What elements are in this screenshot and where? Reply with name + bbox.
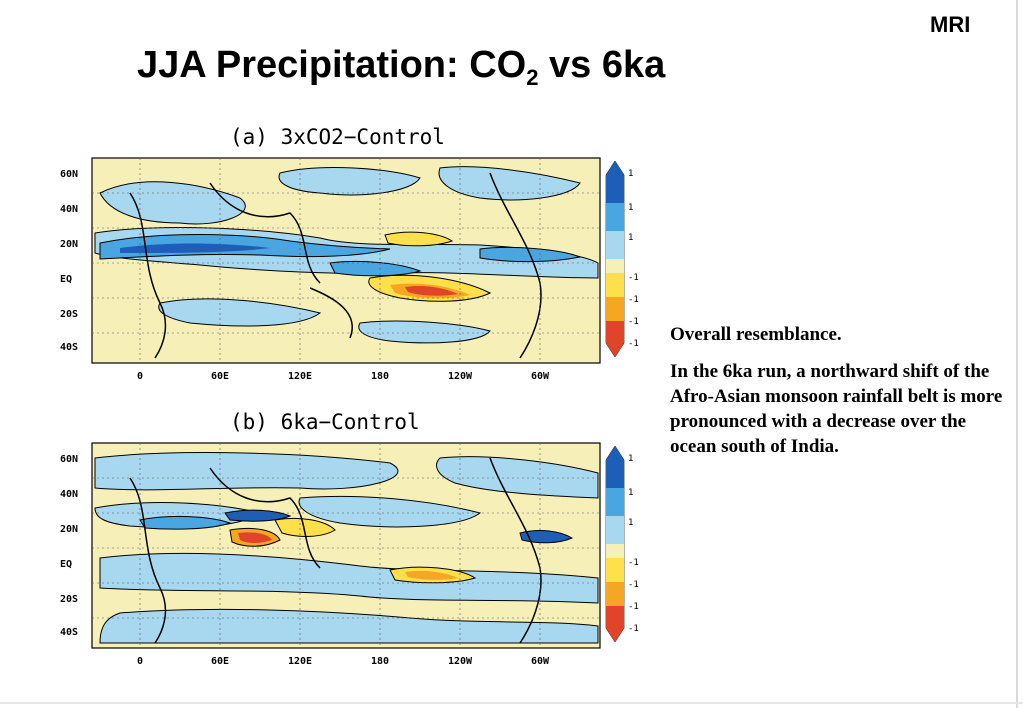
lat-label: 40S bbox=[60, 342, 79, 353]
precipitation-map-b bbox=[91, 442, 601, 649]
colorbar-a bbox=[605, 161, 625, 357]
title-subscript: 2 bbox=[526, 65, 539, 90]
lat-label: 60N bbox=[60, 454, 79, 465]
colorbar-tick: -1 bbox=[628, 580, 639, 590]
lon-label: 180 bbox=[370, 656, 390, 667]
lon-label: 180 bbox=[370, 371, 390, 382]
colorbar-tick: -1 bbox=[628, 558, 639, 568]
colorbar-tick: 1 bbox=[628, 233, 634, 243]
lon-label: 120E bbox=[287, 656, 313, 667]
lat-label: 20N bbox=[60, 239, 79, 250]
note-detail: In the 6ka run, a northward shift of the… bbox=[670, 361, 1003, 457]
colorbar-tick: 1 bbox=[628, 518, 634, 528]
lat-label: EQ bbox=[60, 274, 73, 285]
lon-label: 0 bbox=[136, 371, 144, 382]
lat-label: 20S bbox=[60, 594, 79, 605]
colorbar-tick: -1 bbox=[628, 273, 639, 283]
lat-label: 40N bbox=[60, 204, 79, 215]
lon-label: 60W bbox=[530, 656, 550, 667]
lon-label: 60E bbox=[210, 656, 230, 667]
slide-right-edge bbox=[1016, 0, 1018, 708]
colorbar-tick: -1 bbox=[628, 317, 639, 327]
colorbar-tick: -1 bbox=[628, 339, 639, 349]
lat-label: 40S bbox=[60, 627, 79, 638]
lat-label: 40N bbox=[60, 489, 79, 500]
lat-label: 20S bbox=[60, 309, 79, 320]
mri-logo: MRI bbox=[930, 12, 971, 37]
colorbar-tick: -1 bbox=[628, 624, 639, 634]
lon-label: 0 bbox=[136, 656, 144, 667]
map-panel-b: (b) 6ka−Control bbox=[60, 410, 640, 672]
lon-label: 120W bbox=[447, 656, 473, 667]
precipitation-map-a bbox=[91, 157, 601, 364]
colorbar-tick: 1 bbox=[628, 488, 634, 498]
lon-label: 60W bbox=[530, 371, 550, 382]
title-tail: vs 6ka bbox=[538, 44, 666, 86]
colorbar-tick: 1 bbox=[628, 454, 634, 464]
lon-label: 120W bbox=[447, 371, 473, 382]
slide-notes: Overall resemblance. In the 6ka run, a n… bbox=[670, 322, 1010, 471]
lon-label: 60E bbox=[210, 371, 230, 382]
colorbar-tick: -1 bbox=[628, 295, 639, 305]
colorbar-tick: 1 bbox=[628, 203, 634, 213]
map-title: (b) 6ka−Control bbox=[230, 410, 420, 434]
slide-bottom-edge bbox=[0, 702, 1023, 704]
map-panel-a: (a) 3xCO2−Control bbox=[60, 125, 640, 387]
colorbar-tick: -1 bbox=[628, 602, 639, 612]
title-main: JJA Precipitation: CO bbox=[137, 44, 527, 86]
lon-label: 120E bbox=[287, 371, 313, 382]
colorbar-tick: 1 bbox=[628, 169, 634, 179]
lat-label: 60N bbox=[60, 169, 79, 180]
map-title: (a) 3xCO2−Control bbox=[230, 125, 445, 149]
lat-label: EQ bbox=[60, 559, 73, 570]
colorbar-b bbox=[605, 446, 625, 642]
note-summary: Overall resemblance. bbox=[670, 324, 842, 345]
lat-label: 20N bbox=[60, 524, 79, 535]
slide-title: JJA Precipitation: CO2 vs 6ka bbox=[137, 44, 665, 91]
